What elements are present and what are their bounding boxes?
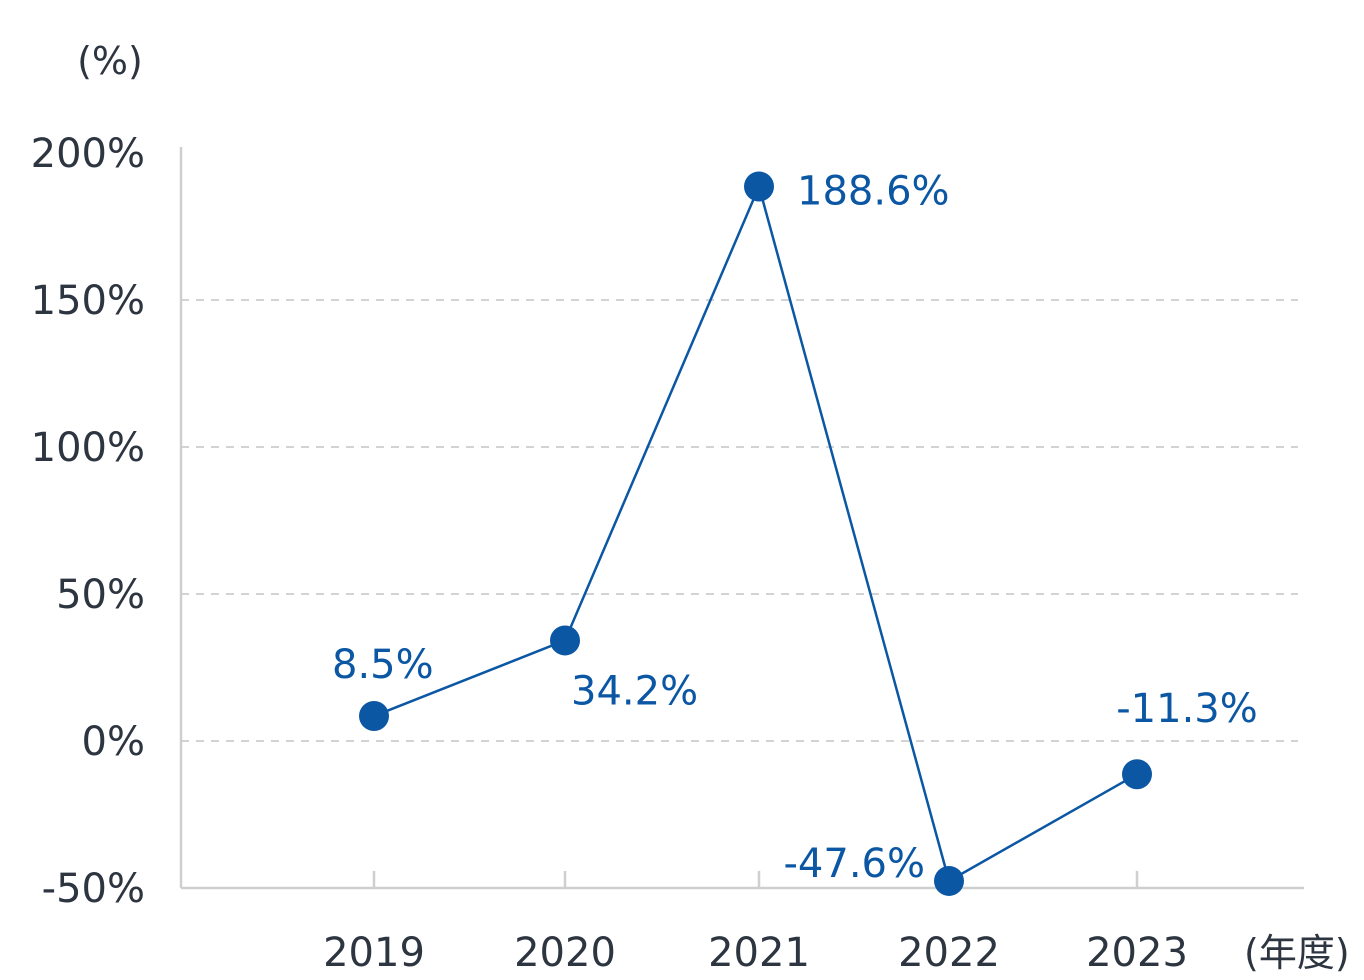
y-tick-label: 0% [82, 719, 145, 765]
y-tick-label: 50% [56, 572, 145, 618]
y-tick-label: 200% [31, 131, 145, 177]
axes [179, 147, 1304, 890]
data-point [359, 701, 389, 732]
x-tick-label: 2022 [898, 930, 1000, 976]
x-tick-labels: 2019 2020 2021 2022 2023 [323, 871, 1188, 976]
y-axis-unit-label: (%) [77, 39, 143, 83]
data-label: -47.6% [783, 841, 925, 887]
x-tick-label: 2023 [1086, 930, 1188, 976]
x-tick-label: 2020 [514, 930, 616, 976]
y-tick-label: 100% [31, 425, 145, 471]
data-label: 188.6% [797, 169, 950, 215]
data-point [550, 625, 580, 656]
x-axis-unit-label: (年度) [1244, 931, 1350, 975]
x-tick-label: 2019 [323, 930, 425, 976]
data-point [1122, 759, 1152, 790]
y-tick-label: 150% [31, 278, 145, 324]
data-label: 8.5% [332, 642, 434, 688]
data-point [934, 865, 964, 896]
y-tick-labels: -50% 0% 50% 100% 150% 200% [31, 131, 145, 912]
series-line [373, 182, 1138, 883]
data-label: 34.2% [571, 668, 698, 714]
series: 8.5% 34.2% 188.6% -47.6% -11.3% [332, 169, 1258, 896]
x-tick-label: 2021 [708, 930, 810, 976]
y-tick-label: -50% [42, 866, 145, 912]
data-label: -11.3% [1116, 686, 1258, 732]
grid-lines [181, 299, 1298, 742]
data-point [744, 171, 774, 202]
